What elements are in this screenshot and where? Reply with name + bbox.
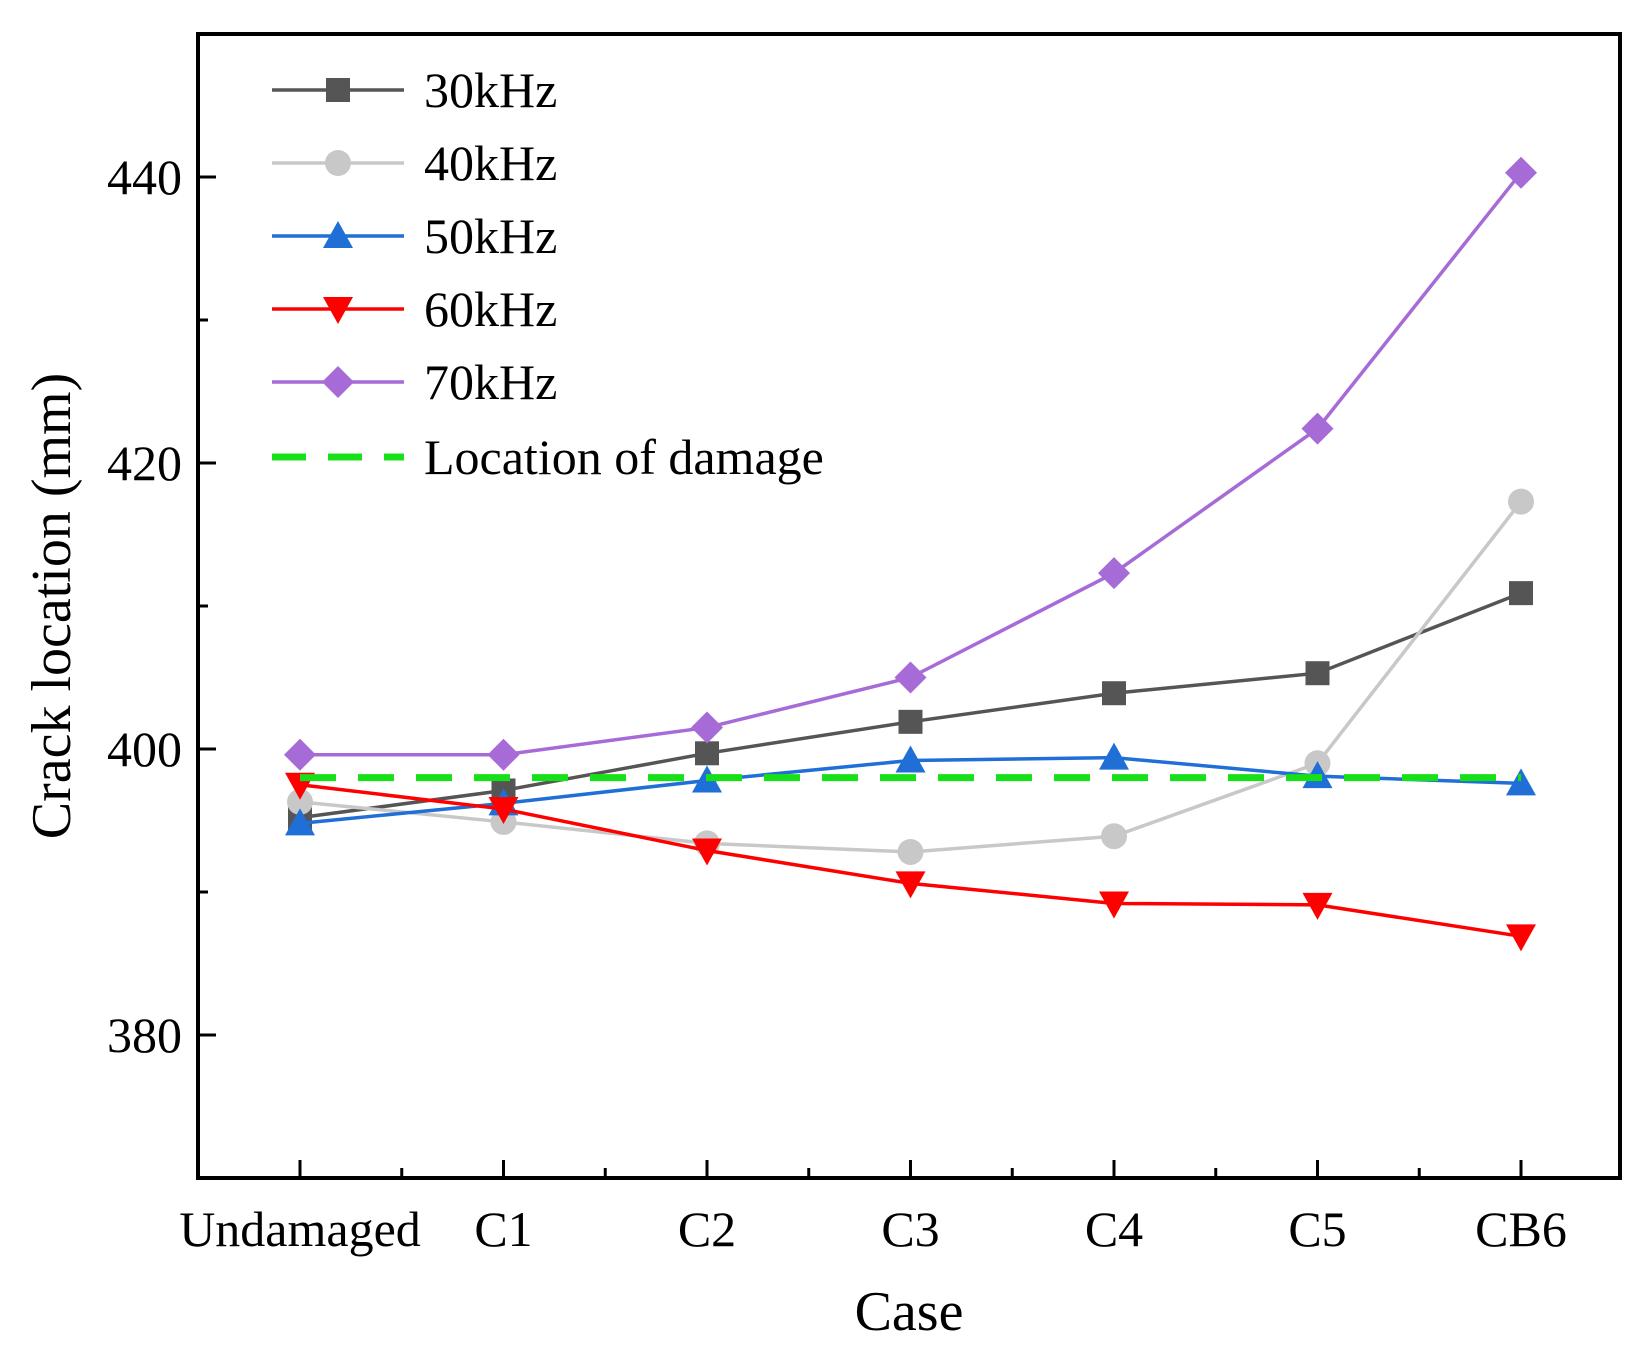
legend-marker-triangle-up [323, 221, 353, 248]
data-point-70kHz-undamaged [284, 738, 316, 771]
data-point-50kHz-cb6 [1506, 768, 1536, 796]
series-line-30kHz [299, 591, 1522, 820]
data-point-70kHz-c1 [487, 738, 520, 771]
data-point-60kHz-c3 [895, 871, 926, 899]
y-axis-title: Crack location (mm) [21, 373, 83, 840]
x-axis-title: Case [855, 1281, 964, 1343]
data-point-70kHz-c5 [1301, 412, 1334, 445]
x-tick-label-c2: C2 [678, 1201, 736, 1257]
legend-marker-square [326, 78, 350, 102]
data-point-70kHz-cb6 [1505, 156, 1537, 189]
data-point-60kHz-c5 [1302, 892, 1333, 920]
y-tick-label: 420 [107, 435, 182, 491]
data-point-50kHz-undamaged [285, 808, 315, 836]
data-point-70kHz-c2 [691, 711, 723, 744]
data-point-60kHz-c1 [488, 797, 519, 825]
legend-item-30kHz: 30kHz [272, 62, 557, 118]
data-point-30kHz-c3 [898, 709, 923, 734]
y-tick-label: 380 [107, 1007, 182, 1063]
legend-marker-diamond [322, 366, 354, 398]
series-50kHz [285, 742, 1536, 836]
legend-label: 40kHz [424, 135, 557, 191]
data-point-40kHz-c3 [897, 838, 924, 865]
legend-item-location-of-damage: Location of damage [272, 429, 824, 485]
legend-label: 30kHz [424, 62, 557, 118]
series-60kHz [285, 772, 1536, 952]
data-point-50kHz-c4 [1099, 742, 1129, 770]
legend-label: 60kHz [424, 281, 557, 337]
data-point-30kHz-c5 [1305, 661, 1330, 686]
y-tick-label: 400 [107, 721, 182, 777]
legend-label: Location of damage [424, 429, 824, 485]
data-point-60kHz-c2 [692, 838, 722, 866]
legend-marker-circle [325, 150, 351, 176]
data-point-30kHz-c2 [695, 741, 719, 766]
plot-frame [196, 32, 1622, 1180]
data-point-60kHz-c4 [1099, 891, 1129, 919]
x-tick-label-c4: C4 [1085, 1201, 1143, 1257]
y-tick-label: 440 [107, 149, 182, 205]
legend-marker-triangle-down [323, 297, 353, 324]
x-tick-label-c1: C1 [474, 1201, 532, 1257]
series-30kHz [288, 581, 1533, 830]
legend-item-40kHz: 40kHz [272, 135, 557, 191]
legend-label: 70kHz [424, 354, 557, 410]
data-point-30kHz-cb6 [1509, 581, 1533, 606]
legend-item-50kHz: 50kHz [272, 208, 557, 264]
data-point-40kHz-cb6 [1508, 488, 1534, 515]
legend-item-60kHz: 60kHz [272, 281, 557, 337]
data-point-50kHz-c3 [895, 745, 926, 773]
x-tick-label-undamaged: Undamaged [179, 1201, 421, 1257]
data-point-70kHz-c3 [894, 661, 927, 694]
data-point-60kHz-cb6 [1506, 924, 1536, 952]
data-point-40kHz-c4 [1101, 823, 1127, 850]
legend-item-70kHz: 70kHz [272, 354, 557, 410]
data-point-40kHz-undamaged [287, 788, 313, 815]
x-tick-label-c5: C5 [1288, 1201, 1346, 1257]
x-tick-label-c3: C3 [881, 1201, 939, 1257]
x-tick-label-cb6: CB6 [1475, 1201, 1567, 1257]
data-point-70kHz-c4 [1098, 557, 1130, 590]
legend-label: 50kHz [424, 208, 557, 264]
series-70kHz [284, 156, 1537, 771]
data-point-30kHz-c4 [1102, 681, 1126, 706]
